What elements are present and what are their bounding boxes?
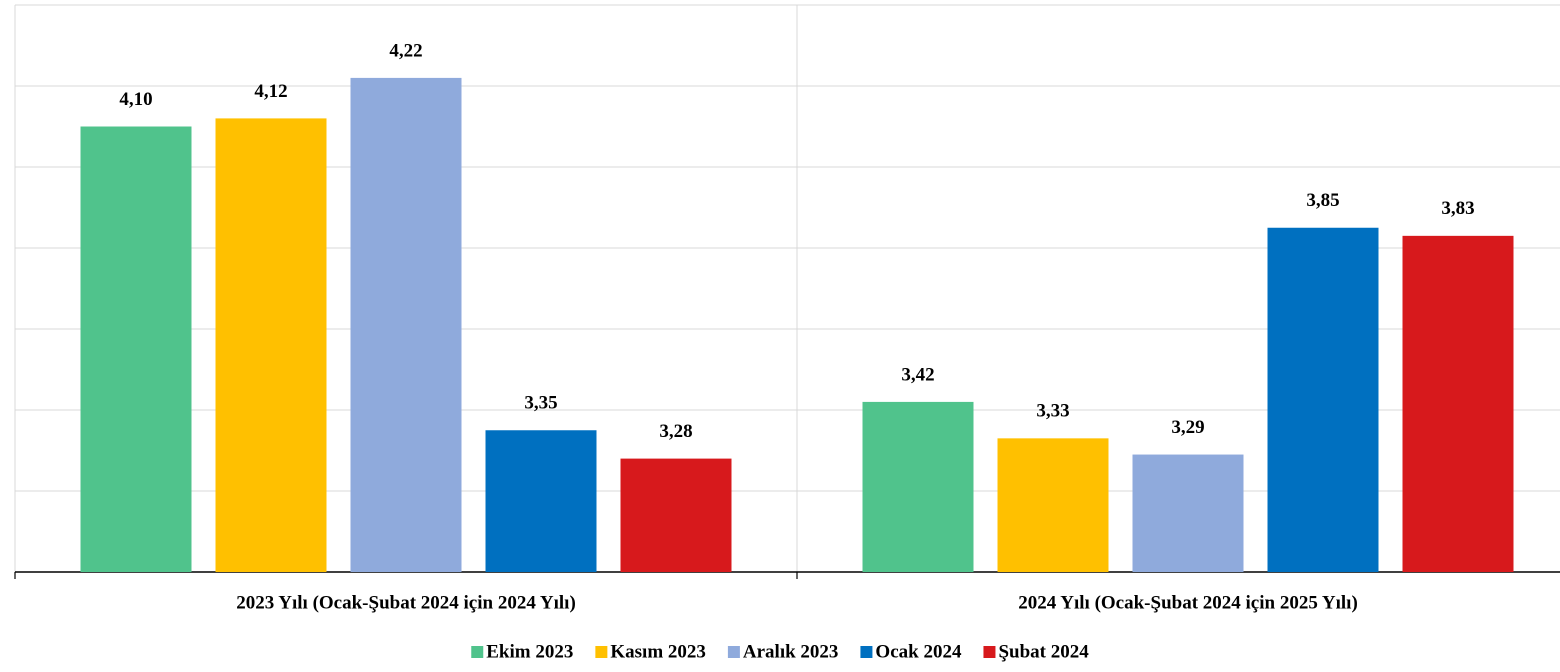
legend-swatch (595, 646, 608, 658)
bar (1132, 454, 1244, 572)
bar (350, 77, 462, 573)
legend-swatch (727, 646, 740, 658)
x-tick-label: 2024 Yılı (Ocak-Şubat 2024 için 2025 Yıl… (1018, 592, 1358, 613)
bar (1267, 227, 1379, 572)
data-label: 3,42 (901, 364, 934, 385)
bar (620, 458, 732, 572)
legend-label: Ocak 2024 (875, 641, 962, 662)
data-label: 4,10 (119, 89, 152, 110)
data-label: 3,28 (659, 421, 692, 442)
legend: Ekim 2023 Kasım 2023 Aralık 2023 Ocak 2024 Ş… (471, 641, 1089, 662)
legend-swatch (471, 646, 484, 658)
legend-label: Kasım 2023 (610, 641, 706, 662)
data-label: 3,29 (1171, 417, 1204, 438)
legend-label: Şubat 2024 (998, 641, 1089, 662)
legend-swatch (860, 646, 873, 658)
data-label: 3,83 (1441, 198, 1474, 219)
data-label: 3,85 (1306, 190, 1339, 211)
x-tick-label: 2023 Yılı (Ocak-Şubat 2024 için 2024 Yıl… (236, 592, 576, 613)
legend-label: Aralık 2023 (743, 641, 839, 662)
bar (215, 118, 327, 573)
bar (997, 438, 1109, 572)
bar (485, 430, 597, 572)
legend-label: Ekim 2023 (486, 641, 573, 662)
data-label: 3,35 (524, 393, 557, 414)
bar (862, 401, 974, 572)
bar (80, 126, 192, 572)
data-label: 4,12 (254, 81, 287, 102)
data-label: 3,33 (1036, 401, 1069, 422)
legend-swatch (983, 646, 996, 658)
bar (1402, 235, 1514, 572)
data-label: 4,22 (389, 40, 422, 61)
